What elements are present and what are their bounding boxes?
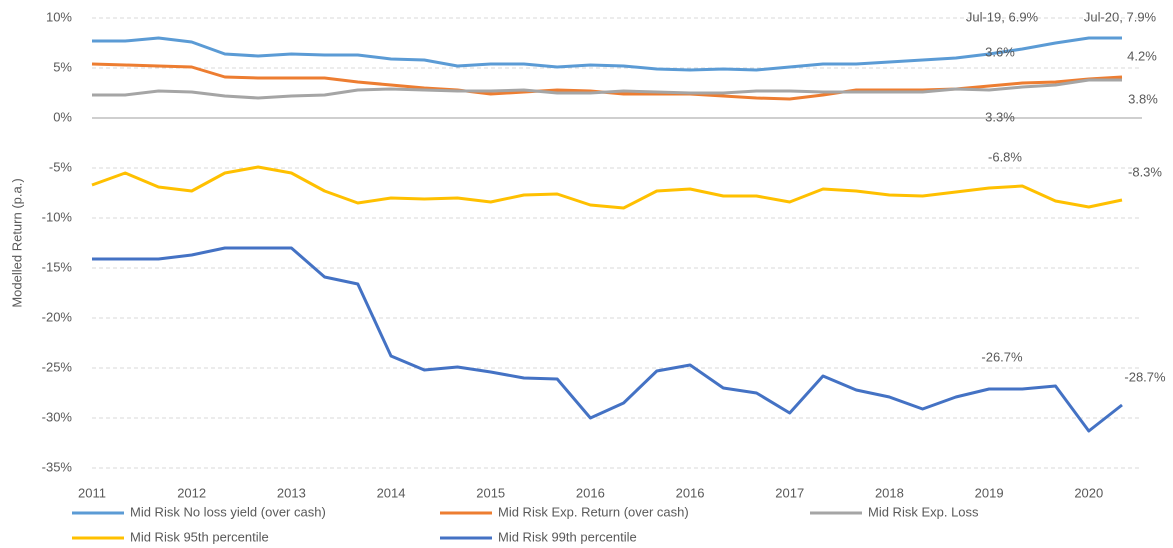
x-tick-label: 2011 xyxy=(78,485,106,500)
x-tick-label: 2015 xyxy=(476,485,505,500)
line-series xyxy=(91,62,1123,101)
legend-label: Mid Risk Exp. Return (over cash) xyxy=(498,504,689,519)
x-tick-label: 2017 xyxy=(775,485,804,500)
annotation: -6.8% xyxy=(988,149,1022,164)
annotation: -28.7% xyxy=(1124,369,1166,384)
x-tick-label: 2016 xyxy=(676,485,705,500)
y-tick-label: -30% xyxy=(42,409,73,424)
line-series xyxy=(92,36,1122,72)
y-tick-label: 10% xyxy=(46,9,72,24)
line-series xyxy=(92,78,1122,100)
x-tick-label: 2013 xyxy=(277,485,306,500)
y-tick-label: -20% xyxy=(42,309,73,324)
legend-label: Mid Risk No loss yield (over cash) xyxy=(130,504,326,519)
annotation: 4.2% xyxy=(1127,48,1157,63)
annotation: 3.3% xyxy=(985,109,1015,124)
x-tick-label: 2012 xyxy=(177,485,206,500)
annotation: 3.8% xyxy=(1128,91,1158,106)
line-series xyxy=(92,246,1123,433)
legend-label: Mid Risk 95th percentile xyxy=(130,529,269,544)
annotation: 3.6% xyxy=(985,44,1015,59)
y-tick-label: -5% xyxy=(49,159,73,174)
y-tick-label: -35% xyxy=(42,459,73,474)
legend-label: Mid Risk Exp. Loss xyxy=(868,504,979,519)
x-tick-label: 2019 xyxy=(975,485,1004,500)
y-tick-label: -10% xyxy=(42,209,73,224)
y-axis-label: Modelled Return (p.a.) xyxy=(9,178,24,307)
y-tick-label: -15% xyxy=(42,259,73,274)
annotation: Jul-20, 7.9% xyxy=(1084,9,1157,24)
y-tick-label: -25% xyxy=(42,359,73,374)
y-tick-label: 5% xyxy=(53,59,72,74)
annotation: -8.3% xyxy=(1128,164,1162,179)
annotation: Jul-19, 6.9% xyxy=(966,9,1039,24)
x-tick-label: 2020 xyxy=(1074,485,1103,500)
x-tick-label: 2018 xyxy=(875,485,904,500)
legend-label: Mid Risk 99th percentile xyxy=(498,529,637,544)
line-series xyxy=(91,165,1123,210)
x-tick-label: 2014 xyxy=(377,485,406,500)
x-tick-label: 2016 xyxy=(576,485,605,500)
annotation: -26.7% xyxy=(981,349,1023,364)
y-tick-label: 0% xyxy=(53,109,72,124)
